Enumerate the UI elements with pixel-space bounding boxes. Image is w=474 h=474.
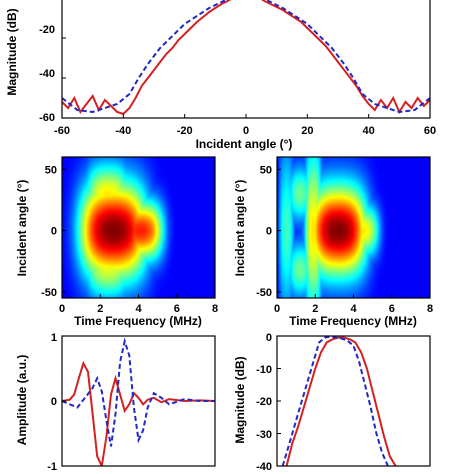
bottom-left-ytick-label: 0	[51, 396, 57, 408]
bottom-right-frame	[276, 335, 431, 467]
heatmap-right-xtick-label: 2	[312, 303, 318, 315]
bottom-left-series-solid-line	[62, 360, 215, 466]
bottom-right-series-solid-line	[285, 336, 397, 466]
top-ytick-label: -20	[39, 24, 55, 36]
top-xtick-label: 0	[243, 125, 249, 137]
top-xtick-label: -40	[115, 125, 131, 137]
heatmap-left-yticks: 50 0 -50	[41, 164, 66, 299]
bottom-right-series-dashed-line	[281, 336, 389, 466]
heatmap-left-xtick-label: 0	[59, 303, 65, 315]
top-xtick-label: -20	[177, 125, 193, 137]
heatmap-left-ytick-label: -50	[41, 287, 57, 299]
top-xtick-label: 20	[301, 125, 313, 137]
bottom-right-ytick-label: -10	[256, 364, 272, 376]
bottom-left-ytick-label: -1	[47, 461, 57, 473]
heatmap-right-xtick-label: 0	[274, 303, 280, 315]
top-y-axis-label: Magnitude (dB)	[5, 8, 19, 95]
bottom-left-y-axis-label: Amplitude (a.u.)	[15, 355, 29, 446]
top-x-axis-label: Incident angle (°)	[196, 137, 293, 151]
top-axes-frame	[61, 0, 431, 119]
bottom-right-ytick-label: -20	[256, 396, 272, 408]
top-xtick-label: 60	[424, 125, 436, 137]
heatmap-left-xtick-label: 4	[135, 303, 142, 315]
heatmap-left-ytick-label: 0	[51, 226, 57, 238]
heatmap-right-x-axis-label: Time Frequency (MHz)	[289, 314, 417, 328]
heatmap-right-ytick-label: -50	[256, 287, 272, 299]
heatmap-right-xticks: 0 2 4 6 8	[274, 294, 433, 315]
heatmap-right-ytick-label: 50	[260, 164, 272, 176]
bottom-left-panel: 1 0 -1 Amplitude (a.u.)	[15, 332, 216, 473]
heatmap-right-ytick-label: 0	[266, 226, 272, 238]
bottom-left-series-dashed-line	[62, 337, 215, 447]
heatmap-right-xtick-label: 8	[427, 303, 433, 315]
heatmap-left-ytick-label: 50	[45, 164, 57, 176]
heatmap-left-xtick-label: 2	[97, 303, 103, 315]
bottom-right-panel: 0 -10 -20 -30 -40 Magnitude (dB)	[233, 332, 431, 473]
top-series-dashed-line	[62, 0, 430, 114]
top-lines	[62, 0, 430, 116]
bottom-right-lines	[281, 336, 397, 466]
heatmap-right-image	[277, 157, 430, 298]
heatmap-left-image	[62, 157, 215, 298]
heatmap-right-yticks: 50 0 -50	[256, 164, 281, 299]
heatmap-left-xticks: 0 2 4 6 8	[59, 294, 218, 315]
top-ytick-label: -40	[39, 68, 55, 80]
heatmap-left-x-axis-label: Time Frequency (MHz)	[74, 314, 202, 328]
top-panel: -20 -40 -60 -60 -40 -20 0 20 40 60 Incident an…	[5, 0, 436, 151]
bottom-right-ytick-label: -30	[256, 429, 272, 441]
top-series-solid-line	[62, 0, 430, 116]
heatmap-left-xtick-label: 8	[212, 303, 218, 315]
heatmap-left-xtick-label: 6	[174, 303, 180, 315]
bottom-right-y-axis-label: Magnitude (dB)	[233, 356, 247, 443]
top-xtick-label: 40	[363, 125, 375, 137]
heatmap-right-y-axis-label: Incident angle (°)	[233, 180, 247, 277]
top-xticks: -60 -40 -20 0 20 40 60	[54, 114, 436, 137]
top-xtick-label: -60	[54, 125, 70, 137]
bottom-left-lines	[62, 337, 215, 466]
top-ytick-label: -60	[39, 112, 55, 124]
bottom-left-ytick-label: 1	[51, 332, 57, 344]
bottom-right-ytick-label: -40	[256, 461, 272, 473]
heatmap-right-xtick-label: 6	[389, 303, 395, 315]
heatmap-left-y-axis-label: Incident angle (°)	[15, 180, 29, 277]
bottom-right-ytick-label: 0	[266, 332, 272, 344]
heatmap-right-xtick-label: 4	[350, 303, 357, 315]
